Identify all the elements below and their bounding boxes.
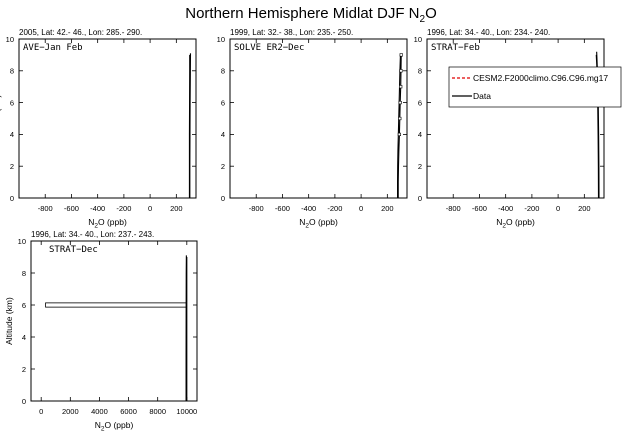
x-tick-label: 8000 bbox=[149, 407, 166, 416]
y-tick-label: 8 bbox=[10, 67, 14, 76]
plot-frame bbox=[30, 240, 198, 402]
y-axis-label: Altitude (km) bbox=[4, 297, 14, 345]
y-tick-label: 6 bbox=[418, 98, 422, 107]
plot-frame bbox=[426, 38, 605, 199]
panel-label: AVE−Jan Feb bbox=[23, 43, 83, 53]
x-tick-label: -600 bbox=[64, 204, 79, 213]
x-tick-label: -200 bbox=[116, 204, 131, 213]
x-axis-label: N2O (ppb) bbox=[88, 217, 127, 230]
y-tick-label: 8 bbox=[418, 67, 422, 76]
y-tick-label: 0 bbox=[10, 194, 14, 203]
y-tick-label: 10 bbox=[414, 35, 422, 44]
plot-frame bbox=[229, 38, 408, 199]
data-marker bbox=[399, 85, 403, 89]
panel-4: 0 2000 4000 6000 8000 10000 0 2 4 6 8 10 1996, Lat: … bbox=[4, 230, 198, 433]
data-marker bbox=[398, 101, 402, 105]
x-tick-label: -800 bbox=[249, 204, 264, 213]
plot-frame bbox=[18, 38, 197, 199]
x-tick-label: -400 bbox=[498, 204, 513, 213]
series-line-1 bbox=[397, 54, 402, 198]
x-tick-label: -800 bbox=[38, 204, 53, 213]
figure-title: Northern Hemisphere Midlat DJF N2O bbox=[185, 5, 436, 25]
y-tick-label: 10 bbox=[6, 35, 14, 44]
y-tick-label: 4 bbox=[22, 333, 26, 342]
legend-entry-1: CESM2.F2000climo.C96.C96.mg17 bbox=[473, 73, 608, 83]
x-axis-label: N2O (ppb) bbox=[299, 217, 338, 230]
x-tick-label: 200 bbox=[578, 204, 591, 213]
x-tick-label: 200 bbox=[381, 204, 394, 213]
x-tick-label: 10000 bbox=[176, 407, 197, 416]
x-tick-label: 0 bbox=[148, 204, 152, 213]
y-tick-label: 2 bbox=[221, 162, 225, 171]
x-tick-label: -200 bbox=[524, 204, 539, 213]
panel-label: STRAT−Dec bbox=[49, 245, 98, 255]
panel-2: -800 -600 -400 -200 0 200 0 2 4 6 8 10 1999, Lat: 32… bbox=[217, 28, 408, 230]
panel-3: -800 -600 -400 -200 0 200 0 2 4 6 8 10 1996, Lat: 34… bbox=[414, 28, 622, 230]
data-marker bbox=[398, 116, 402, 121]
x-tick-label: -200 bbox=[327, 204, 342, 213]
y-tick-label: 0 bbox=[22, 397, 26, 406]
y-tick-label: 10 bbox=[217, 35, 225, 44]
y-tick-label: 0 bbox=[418, 194, 422, 203]
legend-entry-2: Data bbox=[473, 91, 491, 101]
panel-title: 1996, Lat: 34.- 40., Lon: 234.- 240. bbox=[427, 28, 550, 37]
data-marker bbox=[399, 69, 403, 73]
legend-box bbox=[448, 66, 622, 108]
x-tick-label: -600 bbox=[275, 204, 290, 213]
data-marker bbox=[397, 132, 401, 137]
y-axis-label: Altitude (km) bbox=[0, 94, 2, 142]
data-marker bbox=[399, 53, 403, 57]
x-tick-label: -800 bbox=[446, 204, 461, 213]
range-band bbox=[45, 302, 187, 308]
x-tick-label: -600 bbox=[472, 204, 487, 213]
x-axis-label: N2O (ppb) bbox=[95, 420, 134, 433]
panel-label: SOLVE ER2−Dec bbox=[234, 43, 304, 53]
x-tick-label: 0 bbox=[39, 407, 43, 416]
y-tick-label: 4 bbox=[221, 130, 225, 139]
y-tick-label: 2 bbox=[22, 365, 26, 374]
y-tick-label: 6 bbox=[221, 98, 225, 107]
x-tick-label: -400 bbox=[301, 204, 316, 213]
x-tick-label: 4000 bbox=[91, 407, 108, 416]
y-tick-label: 2 bbox=[418, 162, 422, 171]
x-tick-label: 6000 bbox=[120, 407, 137, 416]
y-tick-label: 2 bbox=[10, 162, 14, 171]
y-tick-label: 4 bbox=[418, 130, 422, 139]
x-tick-label: 200 bbox=[170, 204, 183, 213]
x-tick-label: 0 bbox=[359, 204, 363, 213]
legend: CESM2.F2000climo.C96.C96.mg17 Data bbox=[448, 66, 622, 108]
panel-1: -800 -600 -400 -200 0 200 0 2 4 6 8 10 2005, Lat: 42… bbox=[0, 28, 197, 230]
y-tick-label: 6 bbox=[22, 301, 26, 310]
panel-title: 1996, Lat: 34.- 40., Lon: 237.- 243. bbox=[31, 230, 154, 239]
y-tick-label: 10 bbox=[18, 237, 26, 246]
x-axis-label: N2O (ppb) bbox=[496, 217, 535, 230]
panel-title: 1999, Lat: 32.- 38., Lon: 235.- 250. bbox=[230, 28, 353, 37]
panel-label: STRAT−Feb bbox=[431, 43, 480, 53]
y-tick-label: 8 bbox=[22, 269, 26, 278]
y-tick-label: 6 bbox=[10, 98, 14, 107]
series-line-2 bbox=[397, 54, 401, 198]
y-tick-label: 4 bbox=[10, 130, 14, 139]
y-tick-label: 0 bbox=[221, 194, 225, 203]
y-tick-label: 8 bbox=[221, 67, 225, 76]
x-tick-label: 2000 bbox=[62, 407, 79, 416]
x-tick-label: 0 bbox=[556, 204, 560, 213]
x-tick-label: -400 bbox=[90, 204, 105, 213]
panel-title: 2005, Lat: 42.- 46., Lon: 285.- 290. bbox=[19, 28, 142, 37]
